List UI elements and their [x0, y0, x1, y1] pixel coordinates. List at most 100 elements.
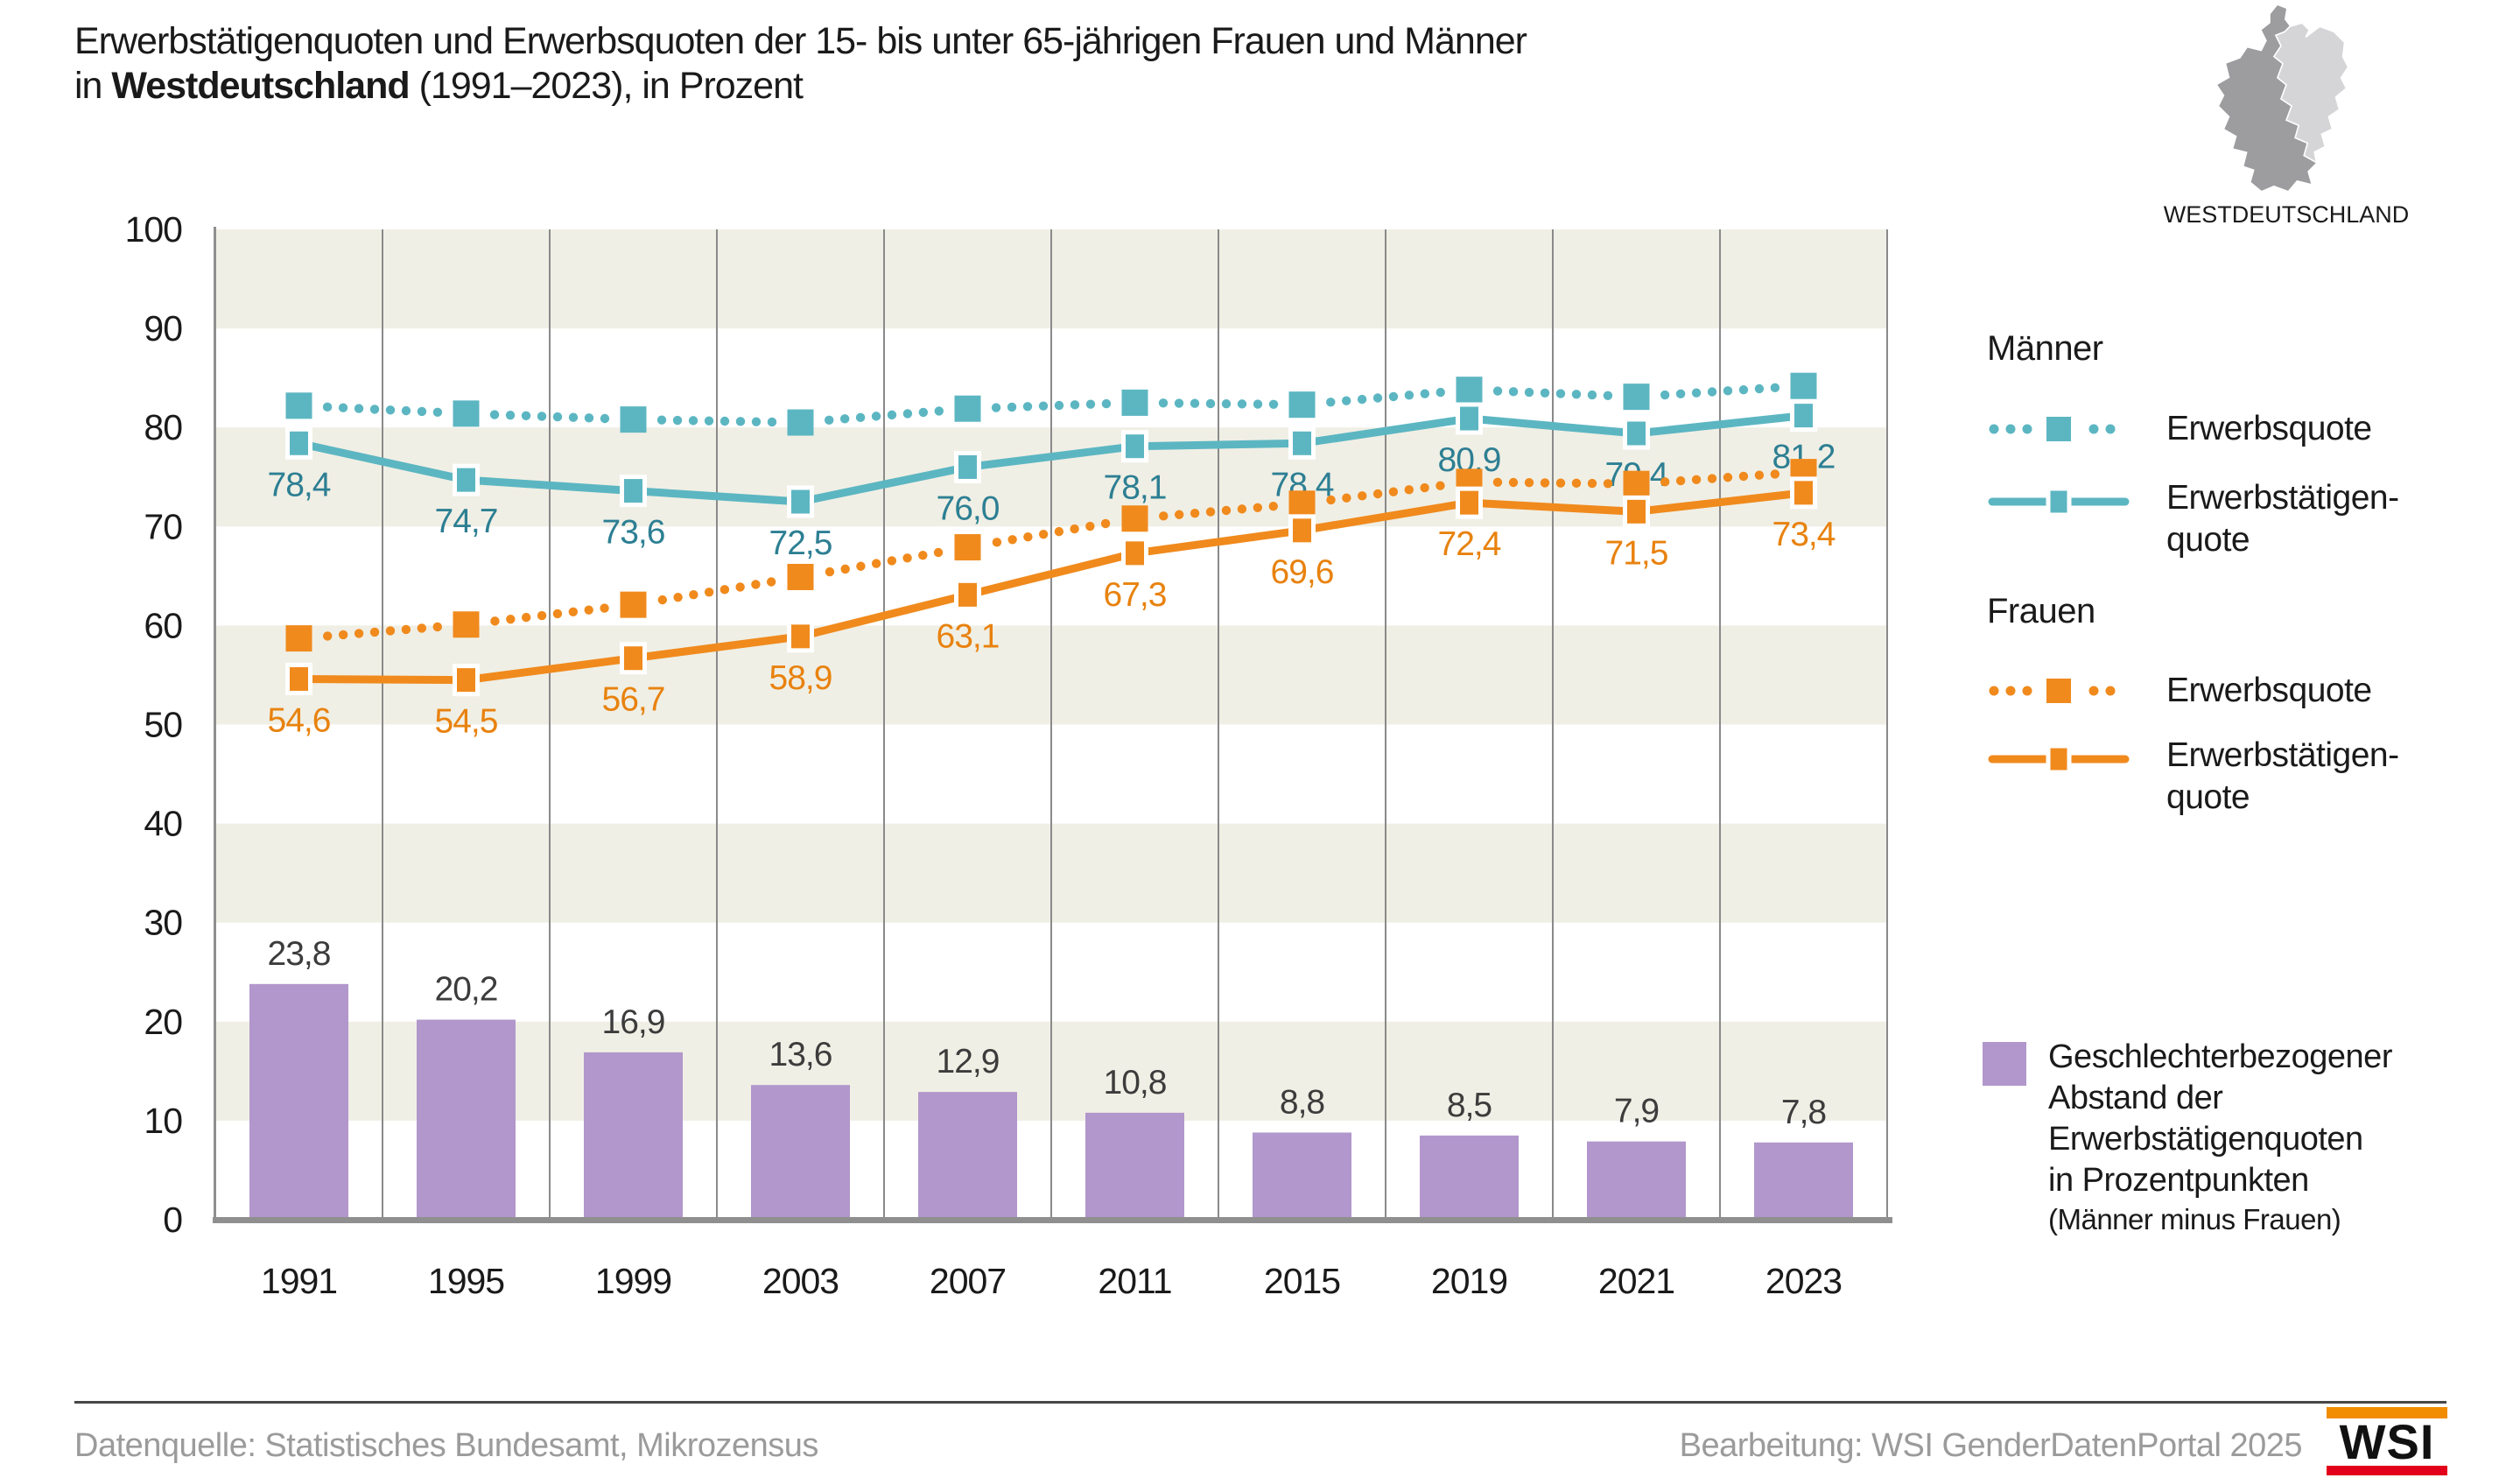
series-dot	[1754, 384, 1765, 394]
series-value-label: 73,6	[602, 514, 665, 552]
bar-value-label: 23,8	[268, 935, 331, 973]
series-dot	[552, 412, 563, 422]
series-value-label: 72,4	[1438, 525, 1501, 563]
series-dot	[902, 553, 912, 563]
wsi-logo: WSI	[2327, 1407, 2447, 1475]
series-dot	[1158, 398, 1169, 408]
legend-group-frauen: Frauen	[1987, 592, 2095, 630]
series-dot	[401, 624, 411, 635]
series-dot	[887, 410, 897, 420]
series-marker	[453, 664, 480, 697]
gap-bar	[1754, 1142, 1853, 1217]
series-dot	[1707, 387, 1717, 397]
series-dot	[719, 416, 730, 426]
series-dot	[1660, 390, 1670, 400]
series-dot	[1205, 507, 1216, 517]
legend-sample-dot	[2005, 424, 2016, 434]
series-dot	[1492, 386, 1503, 396]
y-tick-label: 60	[144, 605, 182, 645]
series-marker	[1121, 505, 1148, 532]
bar-value-label: 16,9	[602, 1003, 665, 1041]
series-dot	[401, 405, 411, 416]
series-value-label: 54,5	[435, 703, 498, 741]
series-dot	[1268, 501, 1278, 511]
legend-sample-frauen-erwerbstaetigenquote	[1988, 743, 2130, 775]
gap-bars	[249, 983, 1853, 1217]
legend-sample-maenner-erwerbstaetigenquote	[1988, 486, 2130, 517]
series-dot	[1675, 389, 1686, 399]
frauen-erwerbst-tigenquote-series	[285, 476, 1817, 697]
series-dot	[1190, 398, 1200, 408]
series-dot	[505, 410, 516, 420]
series-dot	[506, 615, 516, 624]
series-dot	[1007, 402, 1017, 412]
legend-sample-marker	[2046, 486, 2072, 517]
legend-label-line1: Erwerbstätigen-	[2166, 479, 2399, 517]
bar-value-label: 7,9	[1614, 1093, 1659, 1130]
y-tick-label: 50	[144, 705, 182, 745]
series-marker	[453, 400, 480, 427]
bar-value-label: 13,6	[769, 1036, 832, 1073]
series-dot	[1023, 532, 1033, 542]
wsi-logo-bottom-bar	[2327, 1466, 2447, 1475]
bar-value-label: 8,8	[1280, 1083, 1324, 1121]
series-dot	[751, 580, 761, 589]
series-dot	[354, 629, 364, 638]
legend-sample-frauen-erwerbsquote	[1989, 679, 2116, 703]
legend-sample-dot	[2022, 686, 2032, 696]
title-region: Westdeutschland	[111, 65, 410, 107]
series-dot	[735, 582, 745, 592]
x-tick-label: 2003	[762, 1261, 839, 1301]
series-value-label: 72,5	[769, 524, 832, 562]
series-dot	[1738, 384, 1749, 395]
series-dot	[1358, 491, 1367, 501]
x-tick-label: 1995	[428, 1261, 504, 1301]
series-dot	[1174, 398, 1184, 408]
series-dot	[1420, 482, 1429, 493]
legend-label-line1: Erwerbstätigen-	[2166, 736, 2399, 774]
x-tick-label: 2019	[1431, 1261, 1507, 1301]
series-dot	[1555, 389, 1566, 398]
series-line	[298, 412, 1804, 506]
gap-legend-line: Erwerbstätigenquoten	[2048, 1121, 2363, 1158]
series-marker	[1623, 495, 1650, 528]
legend-sample-dot	[2088, 686, 2099, 696]
series-dot	[1372, 393, 1383, 403]
y-tick-label: 100	[125, 209, 183, 250]
series-dot	[1404, 391, 1414, 400]
series-marker	[285, 426, 312, 460]
series-dot	[1190, 508, 1200, 518]
series-dot	[568, 607, 579, 616]
series-dot	[688, 416, 698, 426]
m-nner-erwerbst-tigenquote-series	[285, 399, 1817, 518]
legend-sample-dot	[2105, 686, 2116, 696]
series-marker	[1623, 417, 1650, 450]
gap-bar	[1253, 1132, 1351, 1217]
series-dot	[934, 406, 944, 416]
series-dot	[1007, 535, 1017, 545]
series-dot	[656, 415, 667, 425]
series-marker	[1121, 389, 1148, 416]
series-value-label: 67,3	[1104, 576, 1167, 614]
series-dot	[584, 605, 593, 615]
series-dot	[1723, 473, 1733, 482]
series-dot	[1540, 388, 1550, 398]
series-dot	[1054, 526, 1064, 537]
series-dot	[385, 405, 396, 415]
legend-label-line2: quote	[2166, 778, 2250, 816]
y-tick-label: 90	[144, 308, 182, 348]
gap-bar	[1420, 1135, 1519, 1217]
series-dot	[1326, 398, 1336, 407]
series-dot	[537, 610, 547, 621]
series-dot	[1388, 487, 1399, 496]
legend-label-frauen-erwerbstaetigenquote: Erwerbstätigen- quote	[2166, 735, 2399, 819]
series-marker	[1288, 391, 1316, 419]
x-tick-label: 2023	[1765, 1261, 1842, 1301]
series-dot	[490, 616, 500, 626]
gap-bar	[417, 1019, 516, 1217]
series-value-label: 74,7	[435, 503, 498, 540]
legend-label-frauen-erwerbsquote: Erwerbsquote	[2166, 672, 2372, 709]
series-value-label: 76,0	[937, 489, 1000, 527]
series-dot	[840, 564, 850, 574]
series-marker	[954, 534, 981, 561]
